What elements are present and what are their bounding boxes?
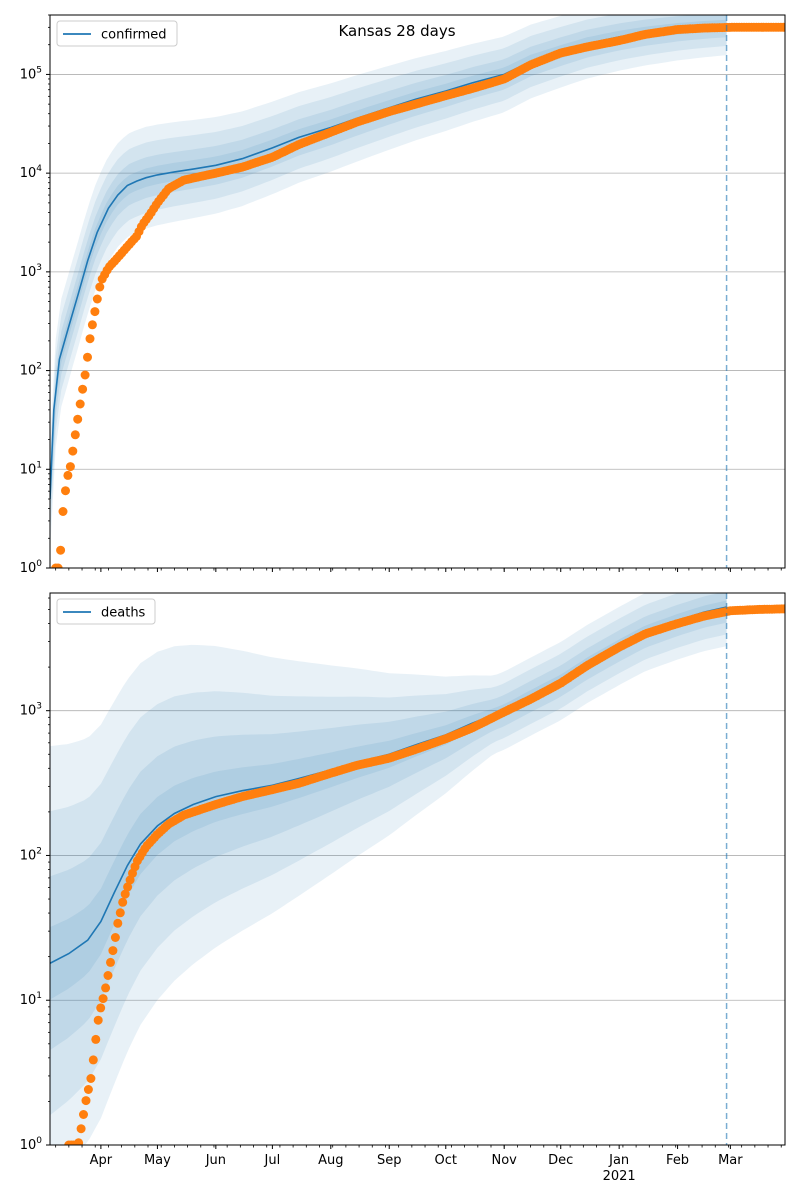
legend-label: deaths [101, 606, 146, 621]
x-tick-label: Aug [318, 1153, 343, 1168]
data-point [110, 933, 120, 942]
data-point [96, 1003, 106, 1013]
data-point [120, 889, 130, 899]
y-tick-label: 102 [20, 362, 42, 379]
x-year-label: 2021 [603, 1169, 636, 1184]
y-tick-label: 105 [20, 65, 42, 82]
x-tick-label: Dec [548, 1153, 573, 1168]
data-point [68, 446, 78, 456]
legend: deaths [56, 598, 156, 625]
data-point [61, 486, 70, 496]
y-tick-label: 103 [20, 263, 42, 280]
data-point [63, 470, 73, 480]
legend-box [56, 20, 178, 47]
data-point [779, 604, 785, 614]
y-tick-label: 100 [20, 1136, 43, 1153]
data-point [65, 462, 75, 472]
y-tick-label: 102 [20, 846, 42, 863]
legend-label: confirmed [101, 28, 167, 43]
x-tick-label: Feb [666, 1153, 689, 1168]
deaths-panel: 100 101 102 103 Apr May Jun Jul Aug Sep Oct Nov Dec J… [20, 592, 786, 1184]
data-point [91, 1034, 101, 1044]
confidence-band [50, 15, 727, 537]
data-point [106, 957, 115, 967]
data-point [76, 1124, 86, 1134]
data-point [85, 334, 95, 344]
data-point [98, 994, 108, 1004]
data-point [101, 983, 111, 993]
data-point [75, 399, 85, 409]
confidence-band [50, 593, 727, 1116]
data-point [123, 882, 133, 892]
axes-frame [49, 14, 786, 569]
data-point [103, 971, 113, 980]
data-point [53, 563, 63, 568]
confidence-band [50, 600, 727, 1000]
x-tick-label: Jan [608, 1153, 629, 1168]
x-tick-label: Jul [264, 1153, 281, 1168]
confirmed-panel: 100 101 102 103 104 105 confirmed [20, 14, 786, 576]
data-point [79, 1110, 88, 1119]
data-point [90, 307, 100, 317]
y-tick-label: 100 [20, 559, 43, 576]
data-point [88, 1055, 98, 1065]
data-point [108, 946, 118, 956]
plot-area [50, 15, 785, 568]
confidence-band [50, 15, 727, 554]
data-point [115, 908, 125, 918]
x-tick-label: Nov [492, 1153, 518, 1168]
data-point [80, 370, 90, 380]
data-point [81, 1096, 91, 1106]
data-point [93, 1015, 103, 1025]
y-tick-label: 101 [20, 460, 42, 477]
data-point [92, 294, 102, 304]
data-point [95, 282, 105, 292]
data-point [778, 22, 785, 32]
x-tick-label: Oct [435, 1153, 457, 1168]
axes-frame [49, 592, 786, 1146]
y-tick-label: 101 [20, 991, 42, 1008]
data-point [113, 918, 123, 928]
data-point [83, 1085, 93, 1094]
legend: confirmed [56, 20, 178, 47]
data-point [73, 414, 83, 424]
x-tick-label: May [144, 1153, 171, 1168]
confidence-band [50, 593, 727, 1051]
data-point [56, 545, 66, 555]
data-point [86, 1074, 96, 1083]
x-tick-label: Sep [377, 1153, 402, 1168]
figure-title: Kansas 28 days [338, 22, 455, 40]
data-point [83, 352, 92, 362]
y-tick-label: 104 [20, 164, 43, 181]
data-point [87, 320, 97, 330]
data-point [78, 384, 88, 394]
plot-area [50, 593, 785, 1145]
x-tick-label: Jun [205, 1153, 226, 1168]
data-point [70, 430, 80, 440]
data-point [74, 1138, 84, 1145]
x-tick-label: Apr [90, 1153, 113, 1168]
data-point [58, 507, 68, 516]
confidence-band [50, 593, 727, 1145]
x-tick-label: Mar [718, 1153, 743, 1168]
data-point [118, 897, 128, 907]
legend-box [56, 598, 156, 625]
y-tick-label: 103 [20, 702, 42, 719]
